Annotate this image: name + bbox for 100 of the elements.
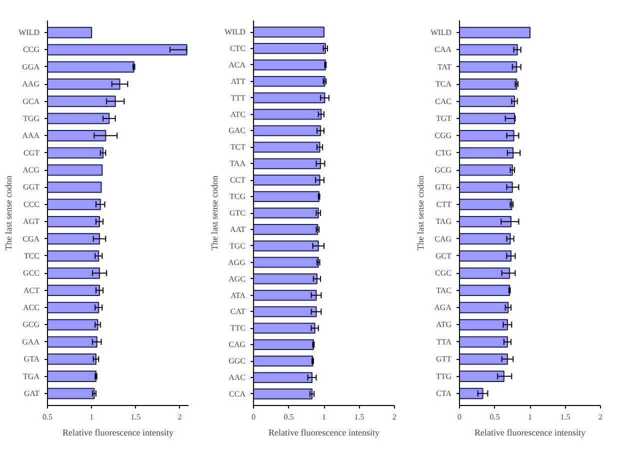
x-axis-title: Relative fluorescence intensity bbox=[62, 428, 174, 438]
y-tick-label: GGC bbox=[228, 356, 246, 366]
bar bbox=[254, 191, 320, 202]
bar bbox=[254, 26, 324, 38]
y-tick-label: GGT bbox=[23, 182, 40, 192]
x-tick-label: 0.5 bbox=[490, 412, 500, 422]
x-tick-label: 1.5 bbox=[354, 412, 364, 422]
x-tick-label: 2 bbox=[598, 412, 602, 422]
bar bbox=[460, 78, 518, 90]
y-tick-label: GTA bbox=[24, 354, 40, 364]
y-tick-label: TCT bbox=[230, 142, 246, 152]
bar bbox=[254, 339, 314, 350]
bar bbox=[254, 240, 319, 252]
bar bbox=[460, 130, 514, 142]
bar bbox=[460, 164, 513, 176]
bar bbox=[460, 319, 508, 330]
bar bbox=[254, 256, 319, 268]
bar bbox=[460, 26, 530, 38]
y-axis-title: The last sense codon bbox=[416, 175, 426, 250]
y-tick-label: TTC bbox=[230, 324, 246, 333]
bar bbox=[460, 370, 504, 382]
bar bbox=[460, 96, 515, 107]
y-tick-label: TAC bbox=[436, 286, 452, 295]
y-tick-label: ATG bbox=[436, 320, 452, 330]
bar bbox=[460, 61, 518, 73]
x-tick-label: 0 bbox=[252, 412, 256, 422]
y-tick-label: AGT bbox=[23, 217, 40, 226]
bar bbox=[254, 273, 318, 284]
y-tick-label: ATA bbox=[230, 290, 246, 300]
bar bbox=[254, 174, 320, 186]
bar bbox=[460, 336, 508, 348]
y-tick-label: CCC bbox=[23, 200, 40, 209]
y-tick-label: CCG bbox=[23, 45, 40, 54]
y-tick-label: ACT bbox=[24, 286, 40, 295]
y-tick-label: GCC bbox=[23, 268, 40, 278]
bar bbox=[254, 125, 321, 136]
y-axis-title: The last sense codon bbox=[210, 175, 220, 250]
bar bbox=[254, 59, 326, 70]
y-tick-label: WILD bbox=[430, 28, 452, 38]
bar bbox=[254, 92, 326, 104]
y-tick-label: AAA bbox=[22, 131, 40, 140]
y-tick-label: GTT bbox=[436, 354, 452, 364]
y-tick-label: GCT bbox=[436, 251, 452, 260]
y-tick-label: ACG bbox=[22, 166, 40, 175]
x-axis-title: Relative fluorescence intensity bbox=[474, 428, 586, 438]
y-tick-label: CGC bbox=[435, 268, 452, 278]
y-axis-title: The last sense codon bbox=[4, 175, 14, 250]
y-tick-label: TTG bbox=[436, 372, 452, 381]
x-tick-label: 1 bbox=[322, 412, 326, 422]
y-tick-label: AAG bbox=[22, 80, 40, 89]
y-tick-label: CCA bbox=[229, 389, 246, 398]
y-tick-label: CAA bbox=[434, 45, 452, 54]
bar bbox=[254, 306, 317, 318]
y-tick-label: AGC bbox=[228, 274, 246, 284]
bar bbox=[460, 112, 515, 124]
y-tick-label: TGC bbox=[230, 241, 246, 250]
y-tick-label: CAG bbox=[434, 234, 452, 244]
y-tick-label: CCT bbox=[230, 176, 246, 185]
y-tick-label: TTA bbox=[436, 337, 452, 346]
y-tick-label: CGA bbox=[22, 234, 40, 244]
y-tick-label: TGG bbox=[23, 114, 40, 123]
bar bbox=[460, 388, 484, 400]
y-tick-label: CAT bbox=[230, 307, 246, 316]
y-tick-label: TCA bbox=[436, 80, 452, 89]
y-tick-label: CTC bbox=[230, 44, 246, 53]
x-tick-label: 0 bbox=[458, 412, 462, 422]
x-tick-label: 1.5 bbox=[130, 412, 141, 422]
y-tick-label: TCC bbox=[24, 251, 40, 260]
y-tick-label: CTA bbox=[436, 388, 452, 398]
y-tick-label: WILD bbox=[224, 28, 246, 37]
x-tick-label: 1 bbox=[528, 412, 532, 422]
bar bbox=[254, 290, 317, 301]
x-tick-label: 1 bbox=[90, 412, 94, 422]
y-tick-label: ATT bbox=[230, 76, 246, 86]
bar bbox=[460, 44, 518, 56]
x-tick-label: 0.5 bbox=[284, 412, 294, 422]
bar bbox=[460, 353, 508, 365]
bar bbox=[254, 224, 318, 235]
x-tick-label: 1.5 bbox=[560, 412, 570, 422]
y-tick-label: GTC bbox=[230, 208, 246, 218]
y-tick-label: TTT bbox=[230, 93, 246, 102]
bar bbox=[254, 388, 313, 400]
y-tick-label: CGG bbox=[434, 131, 452, 140]
y-tick-label: GCG bbox=[434, 166, 452, 175]
y-tick-label: CTT bbox=[436, 200, 452, 209]
y-tick-label: GAA bbox=[22, 337, 40, 346]
y-tick-label: GAT bbox=[24, 388, 40, 398]
y-tick-label: CAG bbox=[228, 340, 246, 350]
bar bbox=[254, 158, 321, 170]
y-tick-label: GTG bbox=[435, 182, 452, 192]
y-tick-label: CGT bbox=[24, 148, 40, 158]
y-tick-label: AGG bbox=[228, 258, 246, 267]
bar bbox=[460, 182, 513, 193]
y-tick-label: AGA bbox=[434, 303, 452, 312]
y-tick-label: TAA bbox=[230, 159, 246, 168]
x-axis-title: Relative fluorescence intensity bbox=[268, 428, 380, 438]
bar bbox=[254, 76, 326, 87]
bar bbox=[254, 208, 319, 218]
bar bbox=[254, 356, 314, 367]
bar bbox=[460, 250, 512, 262]
